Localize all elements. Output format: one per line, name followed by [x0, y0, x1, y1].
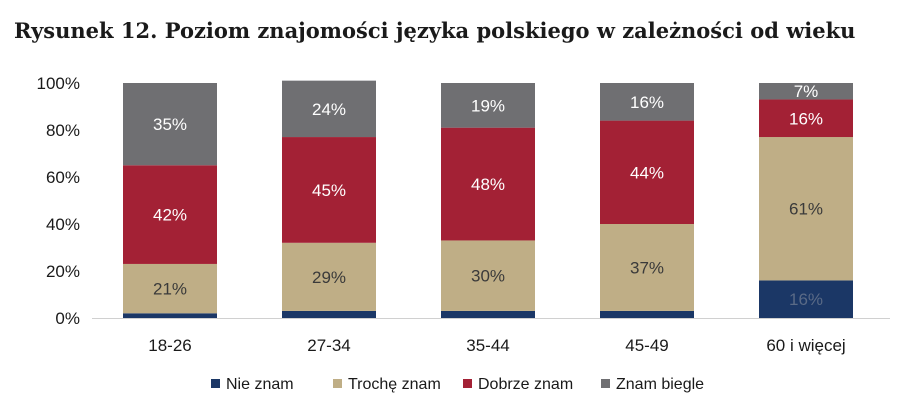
legend-label: Nie znam	[226, 376, 294, 393]
data-label: 21%	[153, 280, 187, 299]
y-tick-label: 0%	[55, 309, 80, 328]
data-label: 24%	[312, 100, 346, 119]
bar-segment	[759, 137, 853, 281]
bar-segment	[441, 240, 535, 311]
data-label: 45%	[312, 181, 346, 200]
y-tick-label: 40%	[46, 215, 80, 234]
bar-segment	[282, 80, 376, 138]
data-label: 7%	[794, 82, 819, 101]
bar-segment	[441, 83, 535, 128]
bar-segment	[600, 83, 694, 121]
bars-group: 21% 42% 35% 29% 45% 24% 30% 48% 19% 37% 44% 16% 16% 6…	[123, 80, 853, 318]
legend-swatch	[333, 379, 342, 388]
bar-segment	[123, 263, 217, 314]
bar-segment	[123, 83, 217, 166]
legend-swatch	[601, 379, 610, 388]
bar-stack: 16% 61% 16% 7%	[759, 82, 853, 318]
legend: Nie znam Trochę znam Dobrze znam Znam biegl…	[211, 376, 704, 393]
bar-segment	[282, 137, 376, 243]
data-label: 61%	[789, 200, 823, 219]
data-label: 48%	[471, 175, 505, 194]
bar-segment	[600, 224, 694, 311]
bar-stack: 30% 48% 19%	[441, 83, 535, 318]
legend-label: Znam biegle	[616, 376, 704, 393]
y-tick-label: 20%	[46, 262, 80, 281]
y-tick-label: 100%	[37, 74, 80, 93]
x-tick-label: 45-49	[625, 336, 668, 355]
y-axis: 0% 20% 40% 60% 80% 100%	[37, 74, 80, 328]
bar-segment	[759, 280, 853, 318]
bar-segment	[282, 310, 376, 318]
x-tick-label: 35-44	[466, 336, 509, 355]
bar-segment	[123, 313, 217, 318]
x-tick-label: 18-26	[148, 336, 191, 355]
legend-label: Trochę znam	[348, 376, 441, 393]
bar-segment	[759, 99, 853, 138]
bar-segment	[441, 310, 535, 318]
bar-segment	[600, 120, 694, 224]
bar-segment	[759, 83, 853, 100]
data-label: 44%	[630, 163, 664, 182]
x-axis: 18-26 27-34 35-44 45-49 60 i więcej	[92, 318, 890, 355]
bar-stack: 29% 45% 24%	[282, 80, 376, 318]
data-label: 30%	[471, 267, 505, 286]
bar-stack: 21% 42% 35%	[123, 83, 217, 318]
bar-segment	[282, 242, 376, 311]
bar-segment	[123, 165, 217, 264]
data-label: 42%	[153, 206, 187, 225]
bar-segment	[600, 310, 694, 318]
data-label: 16%	[630, 93, 664, 112]
data-label: 16%	[789, 290, 823, 309]
bar-stack: 37% 44% 16%	[600, 83, 694, 318]
data-label: 16%	[789, 109, 823, 128]
legend-swatch	[463, 379, 472, 388]
x-tick-label: 27-34	[307, 336, 350, 355]
data-label: 19%	[471, 96, 505, 115]
legend-swatch	[211, 379, 220, 388]
chart-title: Rysunek 12. Poziom znajomości języka pol…	[14, 18, 856, 43]
bar-segment	[441, 127, 535, 241]
data-label: 29%	[312, 268, 346, 287]
x-tick-label: 60 i więcej	[766, 336, 845, 355]
legend-label: Dobrze znam	[478, 376, 573, 393]
data-label: 37%	[630, 258, 664, 277]
y-tick-label: 80%	[46, 121, 80, 140]
y-tick-label: 60%	[46, 168, 80, 187]
data-label: 35%	[153, 115, 187, 134]
